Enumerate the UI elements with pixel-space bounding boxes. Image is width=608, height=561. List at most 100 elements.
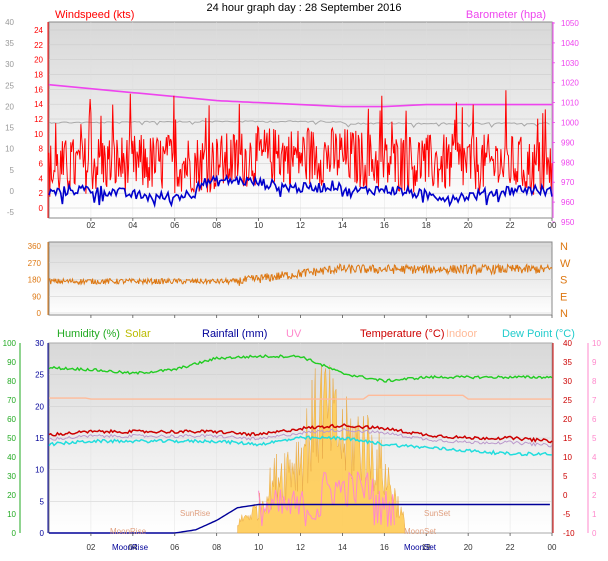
direction-tick: 90 [32, 292, 41, 301]
barometer-label: Barometer (hpa) [466, 9, 546, 21]
uv-tick: 5 [592, 434, 597, 443]
sunset-label: SunSet [424, 509, 451, 518]
x-tick-label: 10 [254, 221, 263, 230]
x-tick-label: 02 [86, 221, 95, 230]
moonset-label: MoonSet [404, 527, 437, 536]
wind-outer-tick: 20 [5, 102, 14, 111]
moonrise-label: MoonRise [110, 527, 147, 536]
uv-label: UV [286, 328, 302, 340]
rain-tick: 30 [35, 339, 44, 348]
x-tick-label: 20 [464, 221, 473, 230]
wind-outer-tick: -5 [7, 208, 15, 217]
humidity-tick: 70 [7, 396, 16, 405]
wind-inner-tick: 16 [34, 85, 43, 94]
temperature-tick: 40 [563, 339, 572, 348]
uv-tick: 8 [592, 377, 597, 386]
baro-tick: 960 [561, 198, 575, 207]
humidity-tick: 80 [7, 377, 16, 386]
x-tick-label: 06 [170, 543, 179, 552]
temperature-tick: 20 [563, 415, 572, 424]
compass-tick: N [560, 241, 568, 253]
feels-like-line [48, 427, 553, 448]
baro-tick: 980 [561, 158, 575, 167]
rain-tick: 0 [40, 529, 45, 538]
secondary-grey-line [48, 120, 550, 129]
moonset-x-label: MoonSet [404, 543, 437, 552]
x-tick-label: 10 [254, 543, 263, 552]
x-tick-label: 14 [338, 543, 347, 552]
solar-label: Solar [125, 328, 151, 340]
humidity-tick: 90 [7, 358, 16, 367]
uv-tick: 9 [592, 358, 597, 367]
uv-tick: 3 [592, 472, 597, 481]
baro-tick: 1000 [561, 119, 579, 128]
baro-tick: 1040 [561, 39, 579, 48]
indoor-label: Indoor [446, 328, 478, 340]
uv-tick: 1 [592, 510, 597, 519]
wind-inner-tick: 10 [34, 130, 43, 139]
temperature-tick: -10 [563, 529, 575, 538]
baro-tick: 990 [561, 138, 575, 147]
humidity-tick: 100 [3, 339, 17, 348]
wind-inner-tick: 20 [34, 56, 43, 65]
x-tick-label: 22 [506, 543, 515, 552]
x-tick-label: 02 [86, 543, 95, 552]
wind-outer-tick: 0 [10, 187, 15, 196]
humidity-label: Humidity (%) [57, 328, 120, 340]
x-tick-label: 06 [170, 221, 179, 230]
wind-outer-tick: 35 [5, 39, 14, 48]
temperature-tick: 25 [563, 396, 572, 405]
wind-outer-tick: 25 [5, 81, 14, 90]
x-tick-label: 18 [422, 543, 431, 552]
temperature-tick: 35 [563, 358, 572, 367]
compass-tick: E [560, 291, 567, 303]
wind-outer-tick: 5 [10, 166, 15, 175]
humidity-tick: 30 [7, 472, 16, 481]
uv-tick: 6 [592, 415, 597, 424]
temperature-tick: -5 [563, 510, 571, 519]
direction-panel [48, 241, 553, 316]
barometer-line [48, 83, 552, 108]
wind-inner-tick: 24 [34, 26, 43, 35]
moonrise-x-label: MoonRise [112, 543, 149, 552]
wind-outer-tick: 15 [5, 124, 14, 133]
chart-title: 24 hour graph day : 28 September 2016 [206, 2, 401, 14]
rain-tick: 20 [35, 402, 44, 411]
direction-tick: 0 [37, 309, 42, 318]
uv-tick: 4 [592, 453, 597, 462]
x-tick-label: 20 [464, 543, 473, 552]
indoor-line [49, 394, 552, 400]
dewpoint-line [48, 435, 552, 457]
rain-tick: 10 [35, 466, 44, 475]
baro-tick: 1020 [561, 79, 579, 88]
temperature-tick: 5 [563, 472, 568, 481]
windspeed-line [48, 90, 553, 197]
rain-tick: 5 [40, 497, 45, 506]
humidity-tick: 50 [7, 434, 16, 443]
humidity-tick: 0 [12, 529, 17, 538]
wind-average-line [48, 173, 553, 209]
rain-tick: 25 [35, 371, 44, 380]
wind-inner-tick: 18 [34, 71, 43, 80]
x-tick-label: 22 [506, 221, 515, 230]
temperature-label: Temperature (°C) [360, 328, 444, 340]
x-tick-label: 18 [422, 221, 431, 230]
baro-tick: 970 [561, 178, 575, 187]
windspeed-label: Windspeed (kts) [55, 9, 134, 21]
baro-tick: 1030 [561, 59, 579, 68]
x-tick-label: 16 [380, 221, 389, 230]
humidity-line [48, 354, 553, 383]
sunrise-label: SunRise [180, 509, 211, 518]
compass-tick: S [560, 275, 567, 287]
compass-tick: W [560, 258, 571, 270]
x-tick-label: 04 [128, 221, 137, 230]
dewpoint-label: Dew Point (°C) [502, 328, 575, 340]
uv-line [258, 471, 395, 527]
uv-tick: 2 [592, 491, 597, 500]
uv-tick: 10 [592, 339, 601, 348]
wind-inner-tick: 4 [39, 174, 44, 183]
wind-inner-tick: 0 [39, 204, 44, 213]
direction-tick: 270 [28, 259, 42, 268]
humidity-tick: 60 [7, 415, 16, 424]
